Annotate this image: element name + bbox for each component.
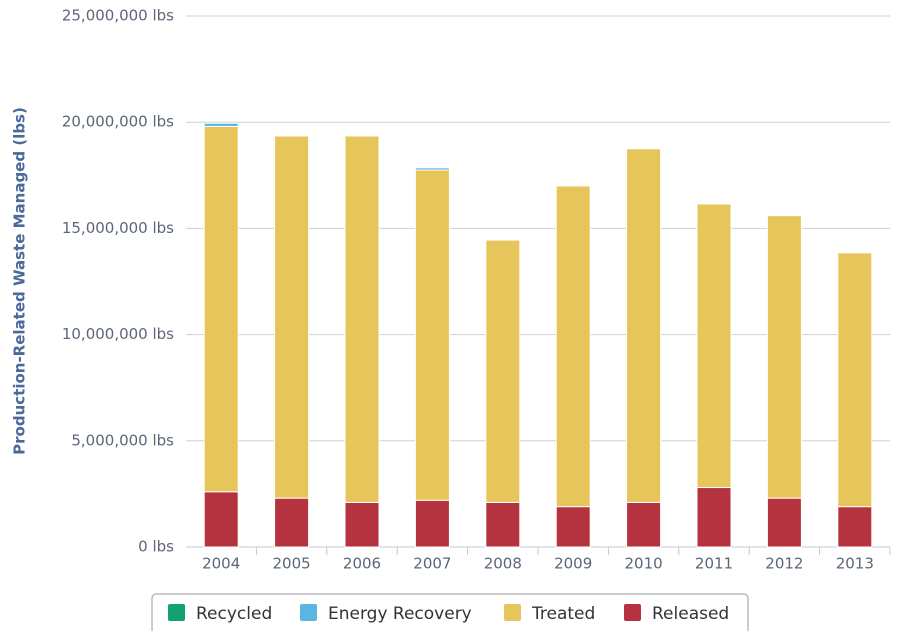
x-tick-label: 2013: [836, 555, 874, 573]
y-tick-label: 0 lbs: [138, 538, 174, 556]
legend-box: [151, 593, 749, 631]
x-tick-label: 2007: [413, 555, 451, 573]
bar-segment: [344, 501, 380, 548]
bar-segment: [837, 252, 873, 508]
bar-segment: [766, 215, 802, 499]
bar-segment: [203, 125, 239, 493]
x-tick-label: 2010: [625, 555, 663, 573]
y-tick-label: 15,000,000 lbs: [62, 219, 174, 237]
x-tick-label: 2005: [273, 555, 311, 573]
bar-segment: [274, 135, 310, 499]
legend-swatch: [300, 604, 317, 621]
x-tick-label: 2009: [554, 555, 592, 573]
y-tick-label: 25,000,000 lbs: [62, 7, 174, 25]
legend-swatch: [168, 604, 185, 621]
bar-segment: [766, 497, 802, 548]
bar-segment: [555, 506, 591, 548]
bar-segment: [626, 501, 662, 548]
x-tick-label: 2006: [343, 555, 381, 573]
bar-segment: [626, 148, 662, 503]
y-axis-title: Production-Related Waste Managed (lbs): [11, 107, 29, 455]
legend-label[interactable]: Recycled: [196, 604, 272, 624]
bar-segment: [414, 499, 450, 548]
bar-segment: [274, 497, 310, 548]
legend-label[interactable]: Treated: [531, 604, 595, 624]
bar-segment: [203, 491, 239, 548]
bar-segment: [837, 506, 873, 548]
bar-segment: [555, 185, 591, 508]
bar-segment: [344, 135, 380, 503]
bar-segment: [485, 239, 521, 503]
legend-label[interactable]: Released: [652, 604, 729, 624]
bar-segment: [414, 167, 450, 171]
legend-label[interactable]: Energy Recovery: [328, 604, 472, 624]
legend-swatch: [624, 604, 641, 621]
x-tick-label: 2004: [202, 555, 240, 573]
bar-segment: [485, 501, 521, 548]
bar-segment: [203, 122, 239, 127]
x-tick-label: 2012: [765, 555, 803, 573]
bar-segment: [696, 203, 732, 489]
x-tick-label: 2008: [484, 555, 522, 573]
bar-segment: [696, 487, 732, 548]
x-tick-label: 2011: [695, 555, 733, 573]
y-tick-label: 10,000,000 lbs: [62, 325, 174, 343]
legend-swatch: [504, 604, 521, 621]
y-tick-label: 5,000,000 lbs: [71, 431, 174, 449]
bar-segment: [414, 169, 450, 501]
y-tick-label: 20,000,000 lbs: [62, 113, 174, 131]
